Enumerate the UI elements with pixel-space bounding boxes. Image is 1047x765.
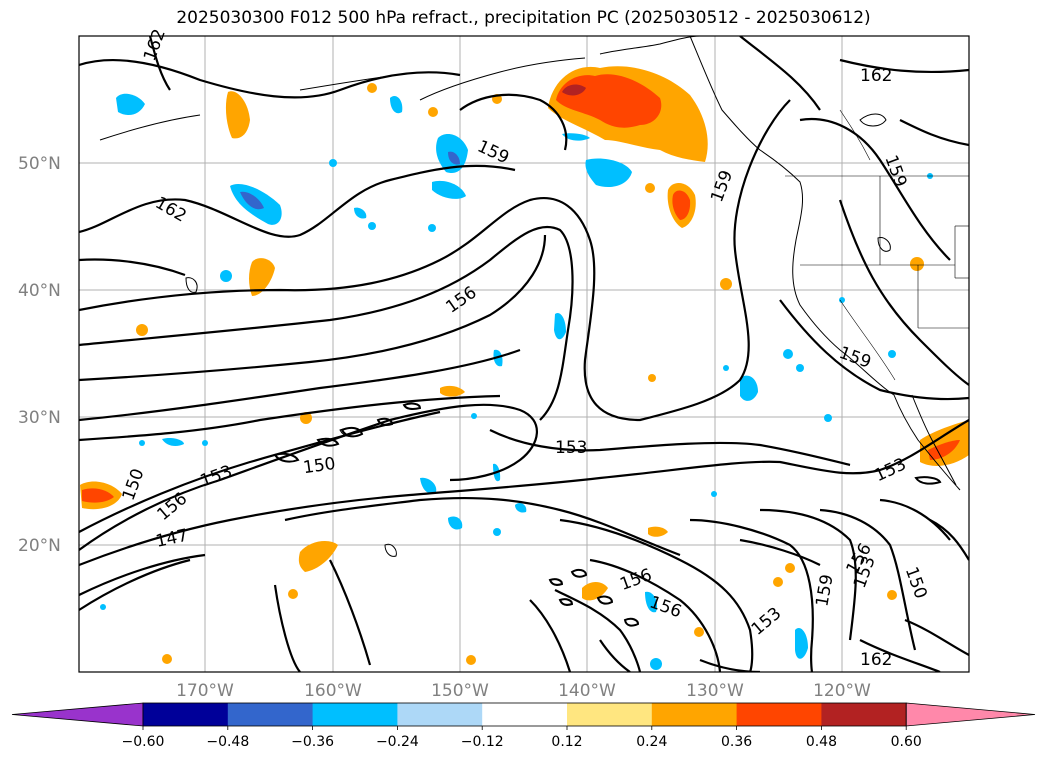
contour-label: 153 <box>555 438 587 458</box>
lon-label-120w: 120°W <box>813 681 871 701</box>
colorbar-tick-label: 0.60 <box>891 734 922 750</box>
colorbar-segment <box>821 703 907 726</box>
lat-label-30n: 30°N <box>18 408 61 428</box>
lat-label-50n: 50°N <box>18 154 61 174</box>
lon-label-130w: 130°W <box>686 681 744 701</box>
colorbar-tick-label: 0.48 <box>806 734 837 750</box>
lat-label-20n: 20°N <box>18 536 61 556</box>
contour-label: 162 <box>860 66 892 86</box>
colorbar-tick-label: 0.36 <box>721 734 752 750</box>
state-borders <box>785 109 969 381</box>
colorbar-segment <box>143 703 229 726</box>
map-title: 2025030300 F012 500 hPa refract., precip… <box>176 8 871 28</box>
colorbar-tick-label: 0.12 <box>551 734 582 750</box>
contour-label: 162 <box>860 650 892 670</box>
colorbar-tick-label: −0.48 <box>206 734 249 750</box>
colorbar-extend-right <box>905 702 1036 727</box>
colorbar: −0.60 −0.48 −0.36 −0.24 −0.12 0.12 0.24 0.36 0.4… <box>11 702 1036 750</box>
colorbar-segment <box>227 703 314 726</box>
map-area <box>79 36 969 672</box>
colorbar-extend-left <box>11 702 144 727</box>
lon-label-150w: 150°W <box>431 681 489 701</box>
longitude-labels: 170°W 160°W 150°W 140°W 130°W 120°W <box>176 681 871 701</box>
colorbar-segment <box>567 703 653 726</box>
contour-label: 150 <box>302 454 337 478</box>
colorbar-tick-label: 0.24 <box>636 734 667 750</box>
colorbar-segment <box>482 703 568 726</box>
contour-lines <box>79 36 969 672</box>
colorbar-tick-label: −0.36 <box>291 734 334 750</box>
colorbar-tick-label: −0.12 <box>461 734 504 750</box>
latitude-labels: 50°N 40°N 30°N 20°N <box>18 154 61 556</box>
lon-label-140w: 140°W <box>558 681 616 701</box>
colorbar-segment <box>736 703 822 726</box>
colorbar-tick-label: −0.24 <box>376 734 419 750</box>
colorbar-outline <box>142 702 907 727</box>
colorbar-tick-label: −0.60 <box>122 734 165 750</box>
precip-shading <box>80 66 969 670</box>
contour-eddies <box>273 402 942 627</box>
lon-label-160w: 160°W <box>304 681 362 701</box>
colorbar-segment <box>397 703 483 726</box>
lon-label-170w: 170°W <box>176 681 234 701</box>
map-frame <box>78 35 970 673</box>
colorbar-segment <box>651 703 738 726</box>
lat-label-40n: 40°N <box>18 281 61 301</box>
graticule <box>79 36 969 672</box>
colorbar-segment <box>312 703 398 726</box>
